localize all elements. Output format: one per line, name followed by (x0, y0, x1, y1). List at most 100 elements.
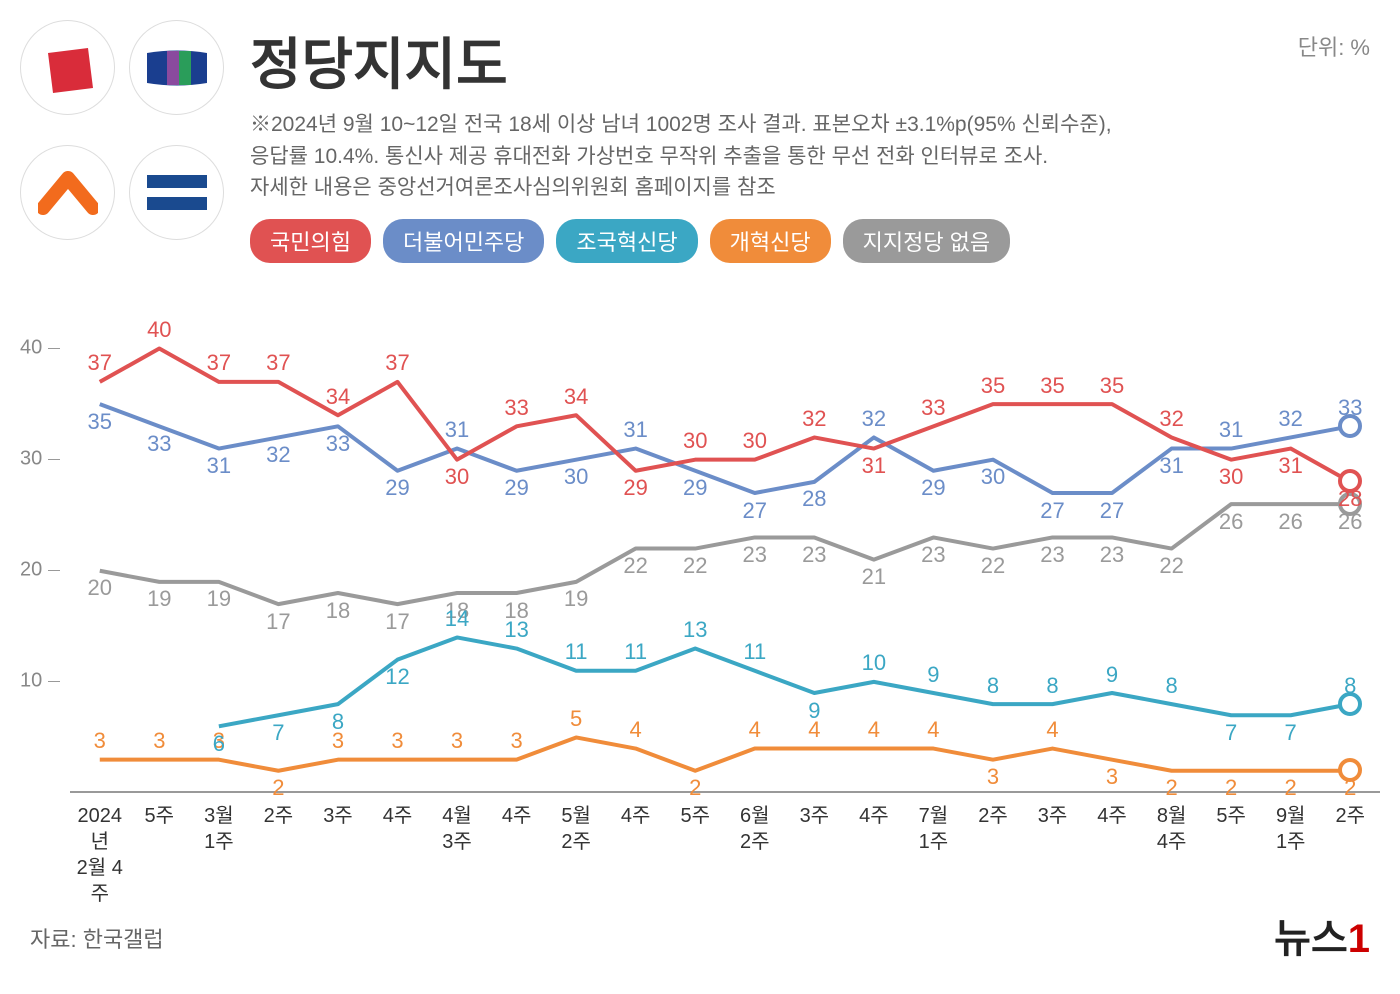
data-label-dpk: 31 (445, 417, 469, 443)
data-label-dpk: 29 (385, 475, 409, 501)
data-label-rkp: 9 (1106, 662, 1118, 688)
data-label-ppp: 40 (147, 317, 171, 343)
data-label-dpk: 31 (1159, 453, 1183, 479)
y-axis: 10203040 (20, 293, 60, 793)
legend: 국민의힘더불어민주당조국혁신당개혁신당지지정당 없음 (250, 219, 1380, 263)
brand-suffix: 1 (1348, 917, 1370, 961)
data-label-dpk: 29 (683, 475, 707, 501)
end-marker-dpk (1338, 414, 1362, 438)
data-label-ppp: 34 (564, 384, 588, 410)
data-label-rfp: 3 (451, 728, 463, 754)
data-label-dpk: 31 (207, 453, 231, 479)
data-label-rfp: 2 (272, 775, 284, 801)
x-label: 3월 1주 (189, 803, 249, 907)
data-label-rfp: 4 (630, 717, 642, 743)
data-label-dpk: 33 (326, 431, 350, 457)
data-label-rfp: 4 (868, 717, 880, 743)
data-label-rfp: 5 (570, 706, 582, 732)
data-label-ppp: 29 (623, 475, 647, 501)
data-label-none: 23 (802, 542, 826, 568)
title-block: 정당지지도 ※2024년 9월 10~12일 전국 18세 이상 남녀 1002… (250, 20, 1380, 263)
data-label-none: 22 (683, 553, 707, 579)
x-label: 2주 (963, 803, 1023, 907)
data-label-ppp: 30 (445, 464, 469, 490)
data-label-rkp: 9 (927, 662, 939, 688)
legend-ppp: 국민의힘 (250, 219, 371, 263)
data-label-dpk: 30 (564, 464, 588, 490)
data-label-ppp: 31 (1278, 453, 1302, 479)
data-label-none: 22 (623, 553, 647, 579)
data-label-none: 19 (147, 586, 171, 612)
data-label-dpk: 33 (147, 431, 171, 457)
rfp-logo (20, 145, 115, 240)
chart-title: 정당지지도 (250, 20, 1380, 101)
data-label-ppp: 35 (1040, 373, 1064, 399)
data-label-ppp: 35 (1100, 373, 1124, 399)
data-label-rfp: 2 (689, 775, 701, 801)
x-label: 4주 (1082, 803, 1142, 907)
x-label: 3주 (308, 803, 368, 907)
data-label-rkp: 11 (565, 639, 588, 665)
data-label-none: 20 (88, 575, 112, 601)
x-label: 8월 4주 (1142, 803, 1202, 907)
brand-text: 뉴스 (1274, 917, 1348, 961)
data-label-none: 26 (1278, 509, 1302, 535)
y-tick-mark (48, 681, 60, 682)
x-label: 6월 2주 (725, 803, 785, 907)
series-line-rfp (100, 737, 1350, 770)
y-tick: 40 (20, 337, 42, 360)
data-label-rkp: 8 (987, 673, 999, 699)
data-label-rfp: 2 (1225, 775, 1237, 801)
data-label-rkp: 9 (808, 698, 820, 724)
data-label-dpk: 27 (1040, 498, 1064, 524)
data-label-dpk: 32 (266, 442, 290, 468)
data-label-none: 18 (326, 598, 350, 624)
data-label-dpk: 31 (623, 417, 647, 443)
x-axis-labels: 2024년 2월 4주5주3월 1주2주3주4주4월 3주4주5월 2주4주5주… (70, 803, 1380, 907)
data-label-rfp: 3 (987, 764, 999, 790)
y-tick: 10 (20, 670, 42, 693)
source-label: 자료: 한국갤럽 (30, 922, 164, 954)
data-label-rfp: 4 (1046, 717, 1058, 743)
data-label-rkp: 12 (385, 664, 409, 690)
data-label-rfp: 3 (510, 728, 522, 754)
data-label-dpk: 30 (981, 464, 1005, 490)
data-label-none: 23 (1040, 542, 1064, 568)
data-label-ppp: 37 (88, 350, 112, 376)
data-label-rkp: 10 (862, 650, 886, 676)
ppp-logo (20, 20, 115, 115)
x-label: 4주 (606, 803, 666, 907)
dpk-logo (129, 20, 224, 115)
data-label-dpk: 32 (1278, 406, 1302, 432)
data-label-rkp: 7 (272, 720, 284, 746)
data-label-rkp: 13 (683, 617, 707, 643)
x-label: 5월 2주 (546, 803, 606, 907)
y-tick: 20 (20, 559, 42, 582)
data-label-ppp: 32 (802, 406, 826, 432)
legend-rfp: 개혁신당 (710, 219, 831, 263)
end-marker-ppp (1338, 469, 1362, 493)
data-label-dpk: 27 (743, 498, 767, 524)
desc-line-3: 자세한 내용은 중앙선거여론조사심의위원회 홈페이지를 참조 (250, 172, 1380, 204)
legend-dpk: 더불어민주당 (383, 219, 544, 263)
chart-area: 10203040 2019191718171818192222232321232… (20, 293, 1380, 863)
data-label-rfp: 3 (153, 728, 165, 754)
x-label: 5주 (1201, 803, 1261, 907)
x-label: 2주 (249, 803, 309, 907)
data-label-rfp: 3 (391, 728, 403, 754)
data-label-rfp: 3 (1106, 764, 1118, 790)
data-label-none: 17 (266, 609, 290, 635)
data-label-rkp: 8 (1165, 673, 1177, 699)
data-label-ppp: 35 (981, 373, 1005, 399)
data-label-ppp: 33 (504, 395, 528, 421)
data-label-ppp: 32 (1159, 406, 1183, 432)
rkp-logo (129, 145, 224, 240)
data-label-rkp: 14 (445, 606, 469, 632)
data-label-ppp: 37 (385, 350, 409, 376)
x-label: 9월 1주 (1261, 803, 1321, 907)
data-label-rfp: 3 (94, 728, 106, 754)
x-label: 3주 (785, 803, 845, 907)
x-label: 3주 (1023, 803, 1083, 907)
data-label-ppp: 30 (683, 428, 707, 454)
unit-label: 단위: % (1298, 30, 1370, 62)
